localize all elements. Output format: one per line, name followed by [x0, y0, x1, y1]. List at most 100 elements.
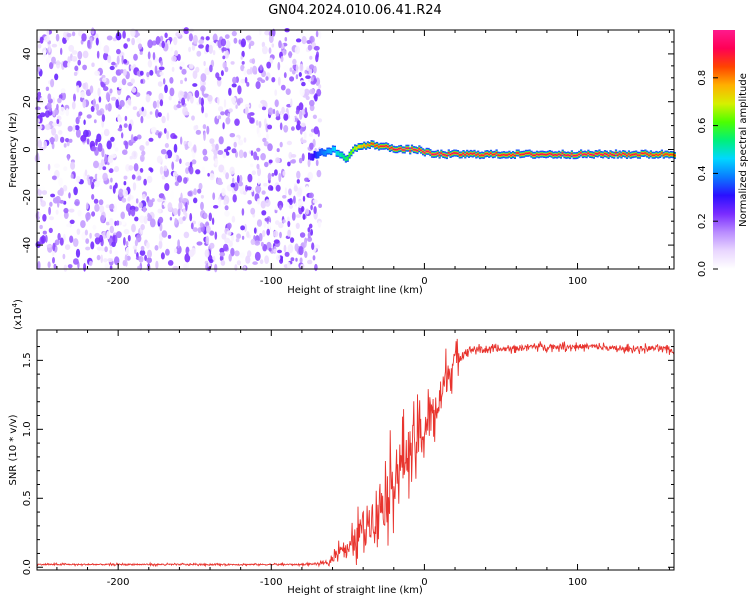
- spectrogram-noise-cell: [188, 165, 192, 172]
- spectrogram-noise-cell: [92, 224, 97, 230]
- spectrogram-noise-cell: [246, 81, 250, 87]
- spectrogram-signal-cell: [614, 152, 618, 154]
- spectrogram-signal-cell: [313, 153, 316, 156]
- spectrogram-noise-cell: [121, 132, 124, 139]
- spectrogram-signal-cell: [605, 153, 608, 155]
- spectrogram-noise-cell: [219, 252, 226, 257]
- spectrogram-noise-cell: [257, 139, 264, 144]
- spectrogram-noise-cell: [138, 255, 144, 263]
- spectrogram-noise-cell: [217, 181, 224, 186]
- spectrogram-noise-cell: [298, 157, 303, 164]
- spectrogram-signal-cell: [517, 152, 520, 154]
- spectrogram-noise-cell: [275, 157, 281, 164]
- spectrogram-signal-cell: [405, 147, 408, 149]
- spectrogram-noise-cell: [105, 204, 111, 209]
- spectrogram-noise-cell: [89, 85, 94, 94]
- spectrogram-noise-cell: [295, 222, 300, 229]
- spectrogram-signal-cell: [376, 144, 379, 147]
- spectrogram-noise-cell: [246, 186, 252, 191]
- spectrogram-noise-cell: [122, 149, 128, 155]
- spectrogram-noise-cell: [193, 197, 198, 204]
- spectrogram-noise-cell: [75, 248, 81, 258]
- spectrogram-noise-cell: [106, 35, 113, 41]
- spectrogram-noise-cell: [68, 44, 75, 52]
- spectrogram-noise-cell: [188, 249, 195, 258]
- spectrogram-noise-cell: [57, 97, 62, 104]
- spectrogram-noise-cell: [107, 55, 112, 63]
- spectrogram-signal-cell: [320, 150, 324, 153]
- spectrogram-noise-cell: [278, 222, 284, 229]
- spectrogram-noise-cell: [295, 109, 300, 115]
- spectrogram-noise-cell: [71, 55, 78, 62]
- spectrogram-noise-cell: [44, 124, 51, 131]
- spectrogram-noise-cell: [107, 155, 114, 164]
- spectrogram-signal-cell: [350, 152, 353, 154]
- spectrogram-noise-cell: [158, 92, 164, 102]
- spectrogram-noise-cell: [60, 47, 63, 56]
- spectrogram-signal-cell: [363, 144, 366, 146]
- spectrogram-signal-cell: [361, 145, 364, 148]
- spectrogram-noise-cell: [82, 99, 87, 109]
- spectrogram-noise-cell: [236, 175, 240, 184]
- spectrogram-noise-cell: [118, 80, 122, 90]
- spectrogram-signal-cell: [556, 154, 559, 156]
- spectrogram-noise-cell: [131, 150, 138, 160]
- spectrogram-signal-cell: [611, 153, 614, 156]
- spectrogram-noise-cell: [230, 247, 235, 257]
- spectrogram-signal-cell: [660, 152, 663, 154]
- spectrogram-noise-cell: [228, 108, 233, 113]
- spectrogram-noise-cell: [278, 172, 282, 183]
- spectrogram-noise-cell: [250, 150, 254, 157]
- spectrogram-noise-cell: [119, 221, 122, 226]
- spectrogram-noise-cell: [68, 138, 73, 143]
- spectrogram-noise-cell: [166, 130, 170, 140]
- spectrogram-noise-cell: [259, 64, 263, 71]
- spectrogram-noise-cell: [113, 166, 120, 173]
- spectrogram-noise-cell: [314, 263, 318, 272]
- spectrogram-noise-cell: [224, 205, 229, 211]
- spectrogram-noise-cell: [313, 206, 317, 215]
- spectrogram-noise-cell: [209, 173, 215, 181]
- spectrogram-noise-cell: [275, 184, 281, 192]
- spectrogram-noise-cell: [63, 211, 69, 220]
- spectrogram-signal-cell: [629, 154, 632, 157]
- spectrogram-noise-cell: [157, 208, 162, 214]
- spectrogram-signal-cell: [368, 144, 371, 147]
- spectrogram-noise-cell: [92, 98, 96, 108]
- spectrogram-signal-cell: [625, 154, 629, 157]
- spectrogram-noise-cell: [204, 112, 208, 118]
- spectrogram-noise-cell: [48, 227, 53, 234]
- spectrogram-ytick-label: 0: [22, 146, 33, 152]
- spectrogram-noise-cell: [90, 241, 95, 250]
- spectrogram-noise-cell: [80, 135, 87, 142]
- spectrogram-noise-cell: [250, 163, 254, 168]
- spectrogram-noise-cell: [282, 195, 287, 199]
- spectrogram-noise-cell: [235, 151, 238, 158]
- spectrogram-noise-cell: [226, 230, 232, 236]
- spectrogram-noise-cell: [287, 220, 291, 228]
- colorbar-ticks: 0.0 0.2 0.4 0.6 0.8: [697, 70, 718, 277]
- spectrogram-noise-cell: [41, 47, 47, 55]
- spectrogram-signal-cell: [451, 152, 454, 155]
- spectrogram-noise-cell: [289, 76, 295, 82]
- spectrogram-noise-cell: [137, 175, 142, 181]
- spectrogram-noise-cell: [104, 246, 108, 253]
- spectrogram-noise-cell: [139, 145, 145, 151]
- spectrogram-signal-cell: [646, 153, 649, 155]
- spectrogram-noise-cell: [261, 210, 267, 216]
- spectrogram-noise-cell: [102, 77, 107, 83]
- spectrogram-noise-cell: [169, 216, 173, 221]
- spectrogram-noise-cell: [139, 215, 145, 224]
- spectrogram-noise-cell: [76, 228, 81, 235]
- spectrogram-noise-cell: [130, 208, 136, 217]
- spectrogram-signal-cell: [309, 156, 313, 158]
- spectrogram-noise-cell: [298, 102, 304, 111]
- spectrogram-signal-cell: [563, 154, 566, 156]
- spectrogram-noise-cell: [247, 200, 252, 205]
- spectrogram-noise-cell: [200, 97, 204, 107]
- spectrogram-signal-cell: [603, 152, 607, 155]
- spectrogram-signal-cell: [385, 145, 388, 147]
- spectrogram-noise-cell: [243, 67, 247, 76]
- spectrogram-noise-cell: [243, 190, 247, 195]
- spectrogram-signal-cell: [387, 145, 390, 148]
